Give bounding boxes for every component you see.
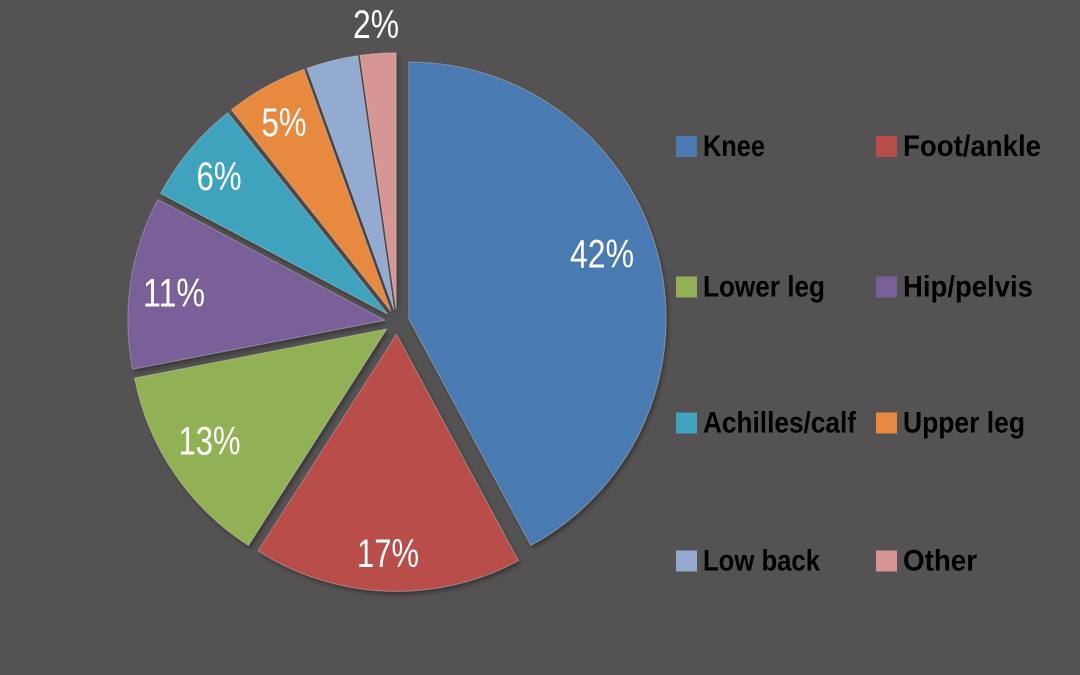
svg-text:Hip/pelvis: Hip/pelvis: [903, 271, 1033, 304]
svg-text:5%: 5%: [262, 101, 307, 145]
svg-text:17%: 17%: [357, 532, 419, 576]
svg-text:Achilles/calf: Achilles/calf: [703, 407, 857, 440]
svg-text:Other: Other: [903, 545, 977, 578]
svg-text:Low back: Low back: [703, 545, 820, 578]
svg-text:2%: 2%: [353, 3, 399, 47]
svg-text:11%: 11%: [143, 272, 205, 316]
svg-text:Knee: Knee: [703, 130, 765, 163]
svg-text:13%: 13%: [179, 420, 241, 464]
svg-text:6%: 6%: [197, 155, 242, 199]
svg-text:Upper leg: Upper leg: [903, 407, 1025, 440]
svg-text:Lower leg: Lower leg: [703, 271, 825, 304]
svg-text:Foot/ankle: Foot/ankle: [903, 130, 1041, 163]
svg-text:42%: 42%: [570, 233, 634, 277]
